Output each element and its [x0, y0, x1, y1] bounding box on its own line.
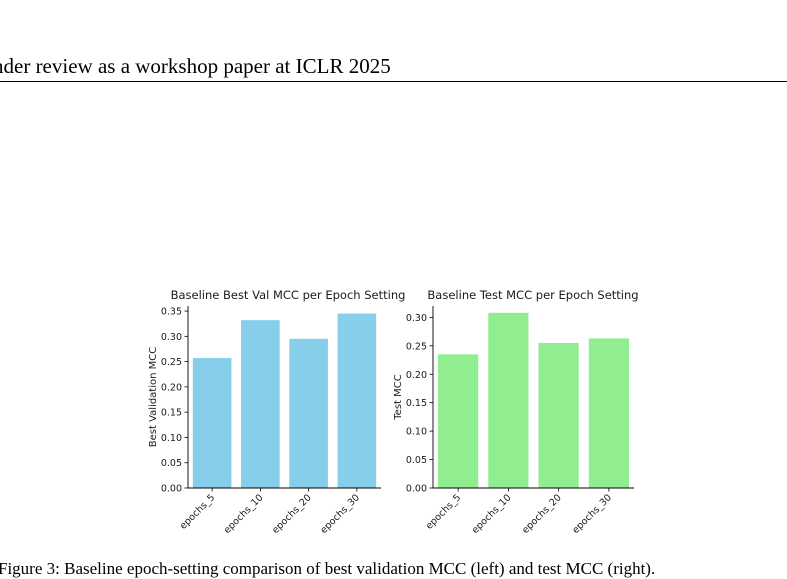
chart-title: Baseline Best Val MCC per Epoch Setting [171, 288, 406, 302]
y-tick-label: 0.20 [406, 370, 427, 381]
y-tick-label: 0.15 [406, 398, 427, 409]
y-axis-label: Best Validation MCC [148, 347, 159, 447]
y-tick-label: 0.10 [406, 427, 427, 438]
bar-epochs-5 [192, 358, 232, 488]
x-tick-label: epochs_5 [424, 492, 463, 531]
y-tick-label: 0.25 [161, 357, 182, 368]
header-rule [0, 81, 787, 82]
chart-best-val-mcc: Baseline Best Val MCC per Epoch Setting 0… [148, 288, 406, 536]
y-tick-label: 0.20 [161, 382, 182, 393]
chart-title: Baseline Test MCC per Epoch Setting [427, 288, 638, 302]
bar-epochs-10 [488, 312, 529, 488]
figure-caption: Figure 3: Baseline epoch-setting compari… [0, 559, 656, 578]
bar-epochs-20 [538, 342, 579, 488]
y-tick-label: 0.00 [406, 484, 427, 495]
y-tick-label: 0.00 [161, 484, 182, 495]
y-tick-label: 0.10 [161, 433, 182, 444]
y-tick-label: 0.05 [406, 455, 427, 466]
bar-epochs-5 [438, 354, 479, 488]
bar-epochs-30 [337, 313, 377, 488]
y-tick-label: 0.35 [161, 307, 182, 318]
x-tick-label: epochs_10 [470, 492, 514, 536]
x-tick-label: epochs_5 [178, 492, 217, 531]
y-tick-label: 0.30 [406, 313, 427, 324]
bar-epochs-10 [241, 320, 280, 488]
bar-epochs-30 [588, 338, 629, 488]
bar-epochs-20 [289, 338, 328, 488]
y-tick-label: 0.05 [161, 458, 182, 469]
y-tick-label: 0.15 [161, 408, 182, 419]
y-tick-label: 0.30 [161, 332, 182, 343]
x-tick-label: epochs_10 [222, 492, 266, 536]
running-header: nder review as a workshop paper at ICLR … [0, 54, 391, 78]
x-tick-label: epochs_30 [570, 492, 614, 536]
x-tick-label: epochs_30 [318, 492, 362, 536]
x-tick-label: epochs_20 [270, 492, 314, 536]
y-axis-label: Test MCC [393, 374, 404, 420]
chart-test-mcc: Baseline Test MCC per Epoch Setting 0.00 0… [393, 288, 639, 536]
x-tick-label: epochs_20 [520, 492, 564, 536]
y-tick-label: 0.25 [406, 341, 427, 352]
